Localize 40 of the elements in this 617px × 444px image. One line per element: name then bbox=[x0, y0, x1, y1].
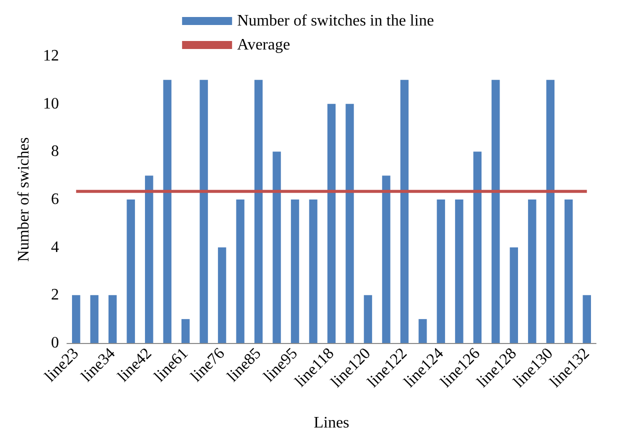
bar bbox=[364, 295, 372, 343]
bar bbox=[455, 200, 464, 343]
y-tick-label: 10 bbox=[43, 95, 59, 112]
y-tick-label: 0 bbox=[51, 334, 59, 352]
bar bbox=[163, 80, 172, 343]
y-axis-title: Number of swiches bbox=[16, 137, 32, 262]
bar bbox=[528, 200, 536, 343]
bar bbox=[546, 80, 554, 343]
bar bbox=[108, 295, 117, 343]
bar bbox=[436, 200, 446, 343]
bar bbox=[290, 200, 300, 343]
bar bbox=[126, 200, 135, 343]
bar bbox=[236, 200, 244, 343]
legend-label: Number of switches in the line bbox=[237, 12, 434, 30]
bar bbox=[492, 80, 500, 343]
bar bbox=[72, 295, 80, 343]
bar bbox=[200, 80, 208, 343]
bar bbox=[582, 295, 591, 343]
bar bbox=[272, 152, 281, 343]
bar bbox=[218, 247, 226, 343]
bar bbox=[382, 176, 390, 343]
legend-label: Average bbox=[237, 36, 290, 54]
bar bbox=[418, 319, 427, 343]
y-tick-label: 6 bbox=[51, 191, 59, 208]
bar bbox=[90, 295, 98, 343]
bar bbox=[327, 104, 336, 343]
x-axis-title: Lines bbox=[314, 414, 350, 432]
bar bbox=[309, 200, 318, 343]
bar bbox=[564, 200, 573, 343]
bar bbox=[346, 104, 354, 343]
y-tick-label: 4 bbox=[51, 238, 59, 256]
bar bbox=[254, 80, 263, 343]
bar bbox=[510, 247, 518, 343]
bar bbox=[473, 152, 482, 343]
bar bbox=[181, 319, 190, 343]
y-tick-label: 2 bbox=[51, 286, 59, 304]
y-tick-label: 12 bbox=[43, 48, 59, 64]
y-tick-label: 8 bbox=[51, 143, 59, 160]
bar bbox=[400, 80, 409, 343]
bar bbox=[144, 176, 154, 343]
